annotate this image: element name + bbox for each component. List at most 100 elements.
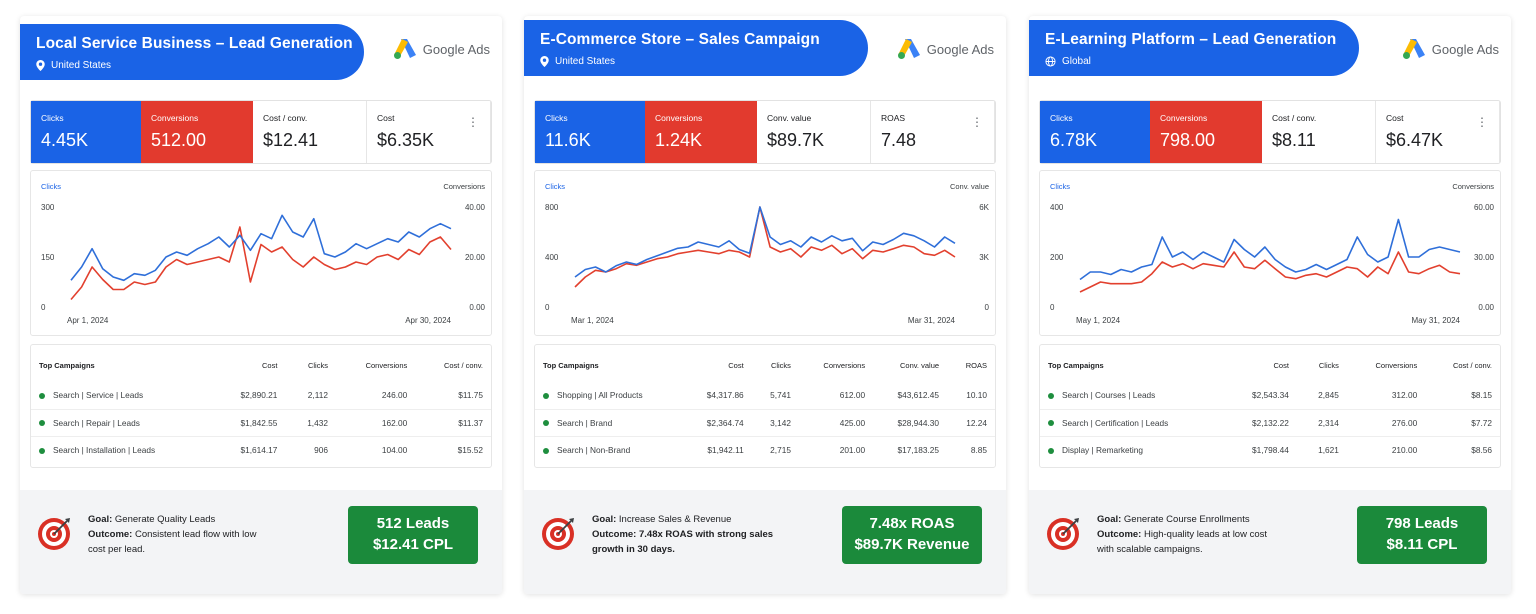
clicks-series-line bbox=[1079, 218, 1461, 281]
card-title: E-Commerce Store – Sales Campaign bbox=[540, 31, 820, 48]
performance-chart: Clicks Conv. value 800 400 0 6K 3K 0 Mar 1, 2024… bbox=[534, 170, 996, 336]
column-header[interactable]: Top Campaigns bbox=[39, 361, 95, 370]
campaign-name-cell: Search | Certification | Leads bbox=[1040, 408, 1226, 436]
metrics-bar: Clicks 6.78K Conversions 798.00 Cost / con… bbox=[1039, 100, 1501, 164]
column-header[interactable]: Top Campaigns bbox=[1048, 361, 1104, 370]
table-row[interactable]: Shopping | All Products $4,317.86 5,741 612… bbox=[535, 382, 995, 409]
column-header[interactable]: Conversions bbox=[1375, 361, 1418, 370]
campaign-name: Search | Brand bbox=[557, 417, 613, 428]
column-header[interactable]: Clicks bbox=[1318, 361, 1339, 370]
table-cell: $8.56 bbox=[1425, 435, 1500, 463]
result-badge: 798 Leads $8.11 CPL bbox=[1357, 506, 1487, 564]
table-cell: 1,432 bbox=[285, 408, 336, 436]
top-campaigns-table: Top Campaigns Cost Clicks Conversions Cost /… bbox=[1039, 344, 1501, 468]
right-tick-label: 0.00 bbox=[469, 303, 485, 312]
result-line2: $89.7K Revenue bbox=[854, 536, 970, 553]
table-cell: 10.10 bbox=[966, 390, 987, 401]
column-header[interactable]: Top Campaigns bbox=[543, 361, 599, 370]
right-tick-label: 20.00 bbox=[465, 253, 486, 262]
status-dot-icon bbox=[1048, 393, 1054, 400]
table-cell: $15.52 bbox=[415, 435, 491, 463]
table-row[interactable]: Search | Service | Leads $2,890.21 2,112 24… bbox=[31, 382, 491, 409]
table-cell: $1,614.17 bbox=[212, 435, 286, 463]
table-cell: $1,798.44 bbox=[1225, 435, 1297, 463]
more-options-icon[interactable]: ⋮ bbox=[971, 115, 983, 129]
metric-conversions[interactable]: Conversions 1.24K bbox=[645, 101, 757, 163]
metric-third[interactable]: Cost / conv. $8.11 bbox=[1262, 101, 1376, 163]
performance-chart: Clicks Conversions 400 200 0 60.00 30.00 0.00 Ma… bbox=[1039, 170, 1501, 336]
metric-label: Clicks bbox=[1050, 113, 1073, 123]
metric-clicks[interactable]: Clicks 11.6K bbox=[535, 101, 645, 163]
table-cell: 8.85 bbox=[947, 435, 995, 463]
table-row[interactable]: Search | Courses | Leads $2,543.34 2,845 31… bbox=[1040, 382, 1500, 409]
column-header[interactable]: Clicks bbox=[770, 361, 791, 370]
campaign-name-cell: Search | Courses | Leads bbox=[1040, 382, 1225, 409]
table-row[interactable]: Search | Installation | Leads $1,614.17 90… bbox=[31, 435, 491, 463]
goal-value: Generate Quality Leads bbox=[114, 514, 216, 525]
card-location: United States bbox=[51, 60, 112, 71]
target-icon bbox=[542, 518, 574, 550]
status-dot-icon bbox=[543, 447, 549, 454]
metric-value: 798.00 bbox=[1160, 130, 1216, 150]
table-cell: $2,890.21 bbox=[240, 390, 278, 401]
metric-value: 512.00 bbox=[151, 130, 207, 150]
column-header[interactable]: Cost bbox=[1273, 361, 1289, 370]
column-header[interactable]: ROAS bbox=[965, 361, 987, 370]
column-header[interactable]: Cost bbox=[728, 361, 744, 370]
table-row[interactable]: Search | Non-Brand $1,942.11 2,715 201.00 $1… bbox=[535, 435, 995, 463]
table-cell: 276.00 bbox=[1346, 408, 1426, 436]
location-pin-icon bbox=[540, 56, 549, 67]
campaign-name-cell: Display | Remarketing bbox=[1040, 435, 1226, 463]
metric-fourth[interactable]: Cost $6.35K bbox=[367, 101, 491, 163]
column-header[interactable]: Clicks bbox=[307, 361, 328, 370]
column-header[interactable]: Conversions bbox=[823, 361, 866, 370]
column-header[interactable]: Cost / conv. bbox=[1452, 361, 1492, 370]
x-end-label: Mar 31, 2024 bbox=[908, 316, 956, 325]
column-header[interactable]: Conv. value bbox=[899, 361, 940, 370]
more-options-icon[interactable]: ⋮ bbox=[467, 115, 479, 129]
card-banner: E-Learning Platform – Lead Generation Gl… bbox=[1029, 20, 1359, 76]
campaign-name-cell: Search | Service | Leads bbox=[31, 382, 213, 409]
metrics-bar: Clicks 4.45K Conversions 512.00 Cost / con… bbox=[30, 100, 492, 164]
metric-fourth[interactable]: ROAS 7.48 bbox=[871, 101, 995, 163]
table-cell: 2,314 bbox=[1296, 408, 1347, 436]
metric-value: 11.6K bbox=[545, 130, 591, 150]
metric-third[interactable]: Conv. value $89.7K bbox=[757, 101, 871, 163]
more-options-icon[interactable]: ⋮ bbox=[1476, 115, 1488, 129]
campaign-name-cell: Search | Installation | Leads bbox=[31, 435, 213, 463]
clicks-series-line bbox=[70, 214, 452, 282]
metric-clicks[interactable]: Clicks 6.78K bbox=[1040, 101, 1150, 163]
metric-conversions[interactable]: Conversions 512.00 bbox=[141, 101, 253, 163]
column-header[interactable]: Conversions bbox=[365, 361, 408, 370]
metric-label: ROAS bbox=[881, 113, 906, 123]
campaign-name: Display | Remarketing bbox=[1062, 444, 1144, 455]
left-tick-label: 400 bbox=[1050, 203, 1064, 212]
outcome-value: High-quality leads at low cost with scal… bbox=[1097, 529, 1268, 555]
globe-icon bbox=[1045, 56, 1056, 67]
metric-third[interactable]: Cost / conv. $12.41 bbox=[253, 101, 367, 163]
metric-label: Cost / conv. bbox=[1272, 113, 1317, 123]
metric-value: 6.78K bbox=[1050, 130, 1098, 150]
status-dot-icon bbox=[543, 393, 549, 400]
metric-conversions[interactable]: Conversions 798.00 bbox=[1150, 101, 1262, 163]
column-header[interactable]: Cost bbox=[261, 361, 278, 370]
metrics-bar: Clicks 11.6K Conversions 1.24K Conv. value… bbox=[534, 100, 996, 164]
card-banner: Local Service Business – Lead Generation… bbox=[20, 24, 364, 80]
column-header[interactable]: Cost / conv. bbox=[443, 361, 483, 370]
status-dot-icon bbox=[1048, 420, 1054, 427]
table-row[interactable]: Display | Remarketing $1,798.44 1,621 210.0… bbox=[1040, 435, 1500, 463]
metric-fourth[interactable]: Cost $6.47K bbox=[1376, 101, 1500, 163]
left-tick-label: 200 bbox=[1050, 253, 1064, 262]
table-cell: $11.75 bbox=[458, 390, 483, 401]
metric-value: $8.11 bbox=[1272, 130, 1316, 150]
metric-clicks[interactable]: Clicks 4.45K bbox=[31, 101, 141, 163]
table-header-row: Top Campaigns Cost Clicks Conversions Cost /… bbox=[1040, 345, 1500, 382]
table-cell: 201.00 bbox=[798, 435, 874, 463]
goal-footer: Goal: Generate Quality Leads Outcome: Co… bbox=[20, 490, 502, 594]
status-dot-icon bbox=[543, 420, 549, 427]
table-row[interactable]: Search | Certification | Leads $2,132.22 2… bbox=[1040, 408, 1500, 436]
table-cell: 906 bbox=[285, 435, 336, 463]
campaign-name: Shopping | All Products bbox=[557, 390, 643, 401]
table-row[interactable]: Search | Repair | Leads $1,842.55 1,432 162… bbox=[31, 408, 491, 436]
table-row[interactable]: Search | Brand $2,364.74 3,142 425.00 $28,94… bbox=[535, 408, 995, 436]
